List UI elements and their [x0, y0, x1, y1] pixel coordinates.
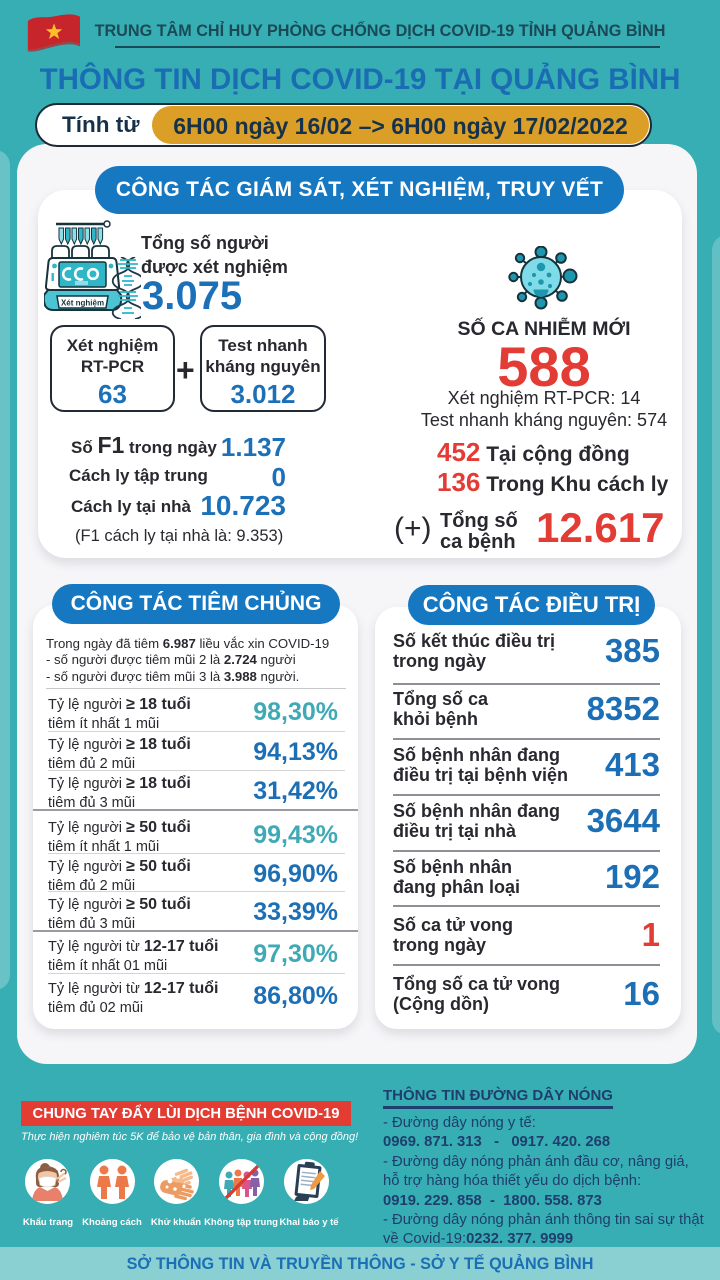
svg-text:Xét nghiệm: Xét nghiệm: [61, 299, 104, 308]
